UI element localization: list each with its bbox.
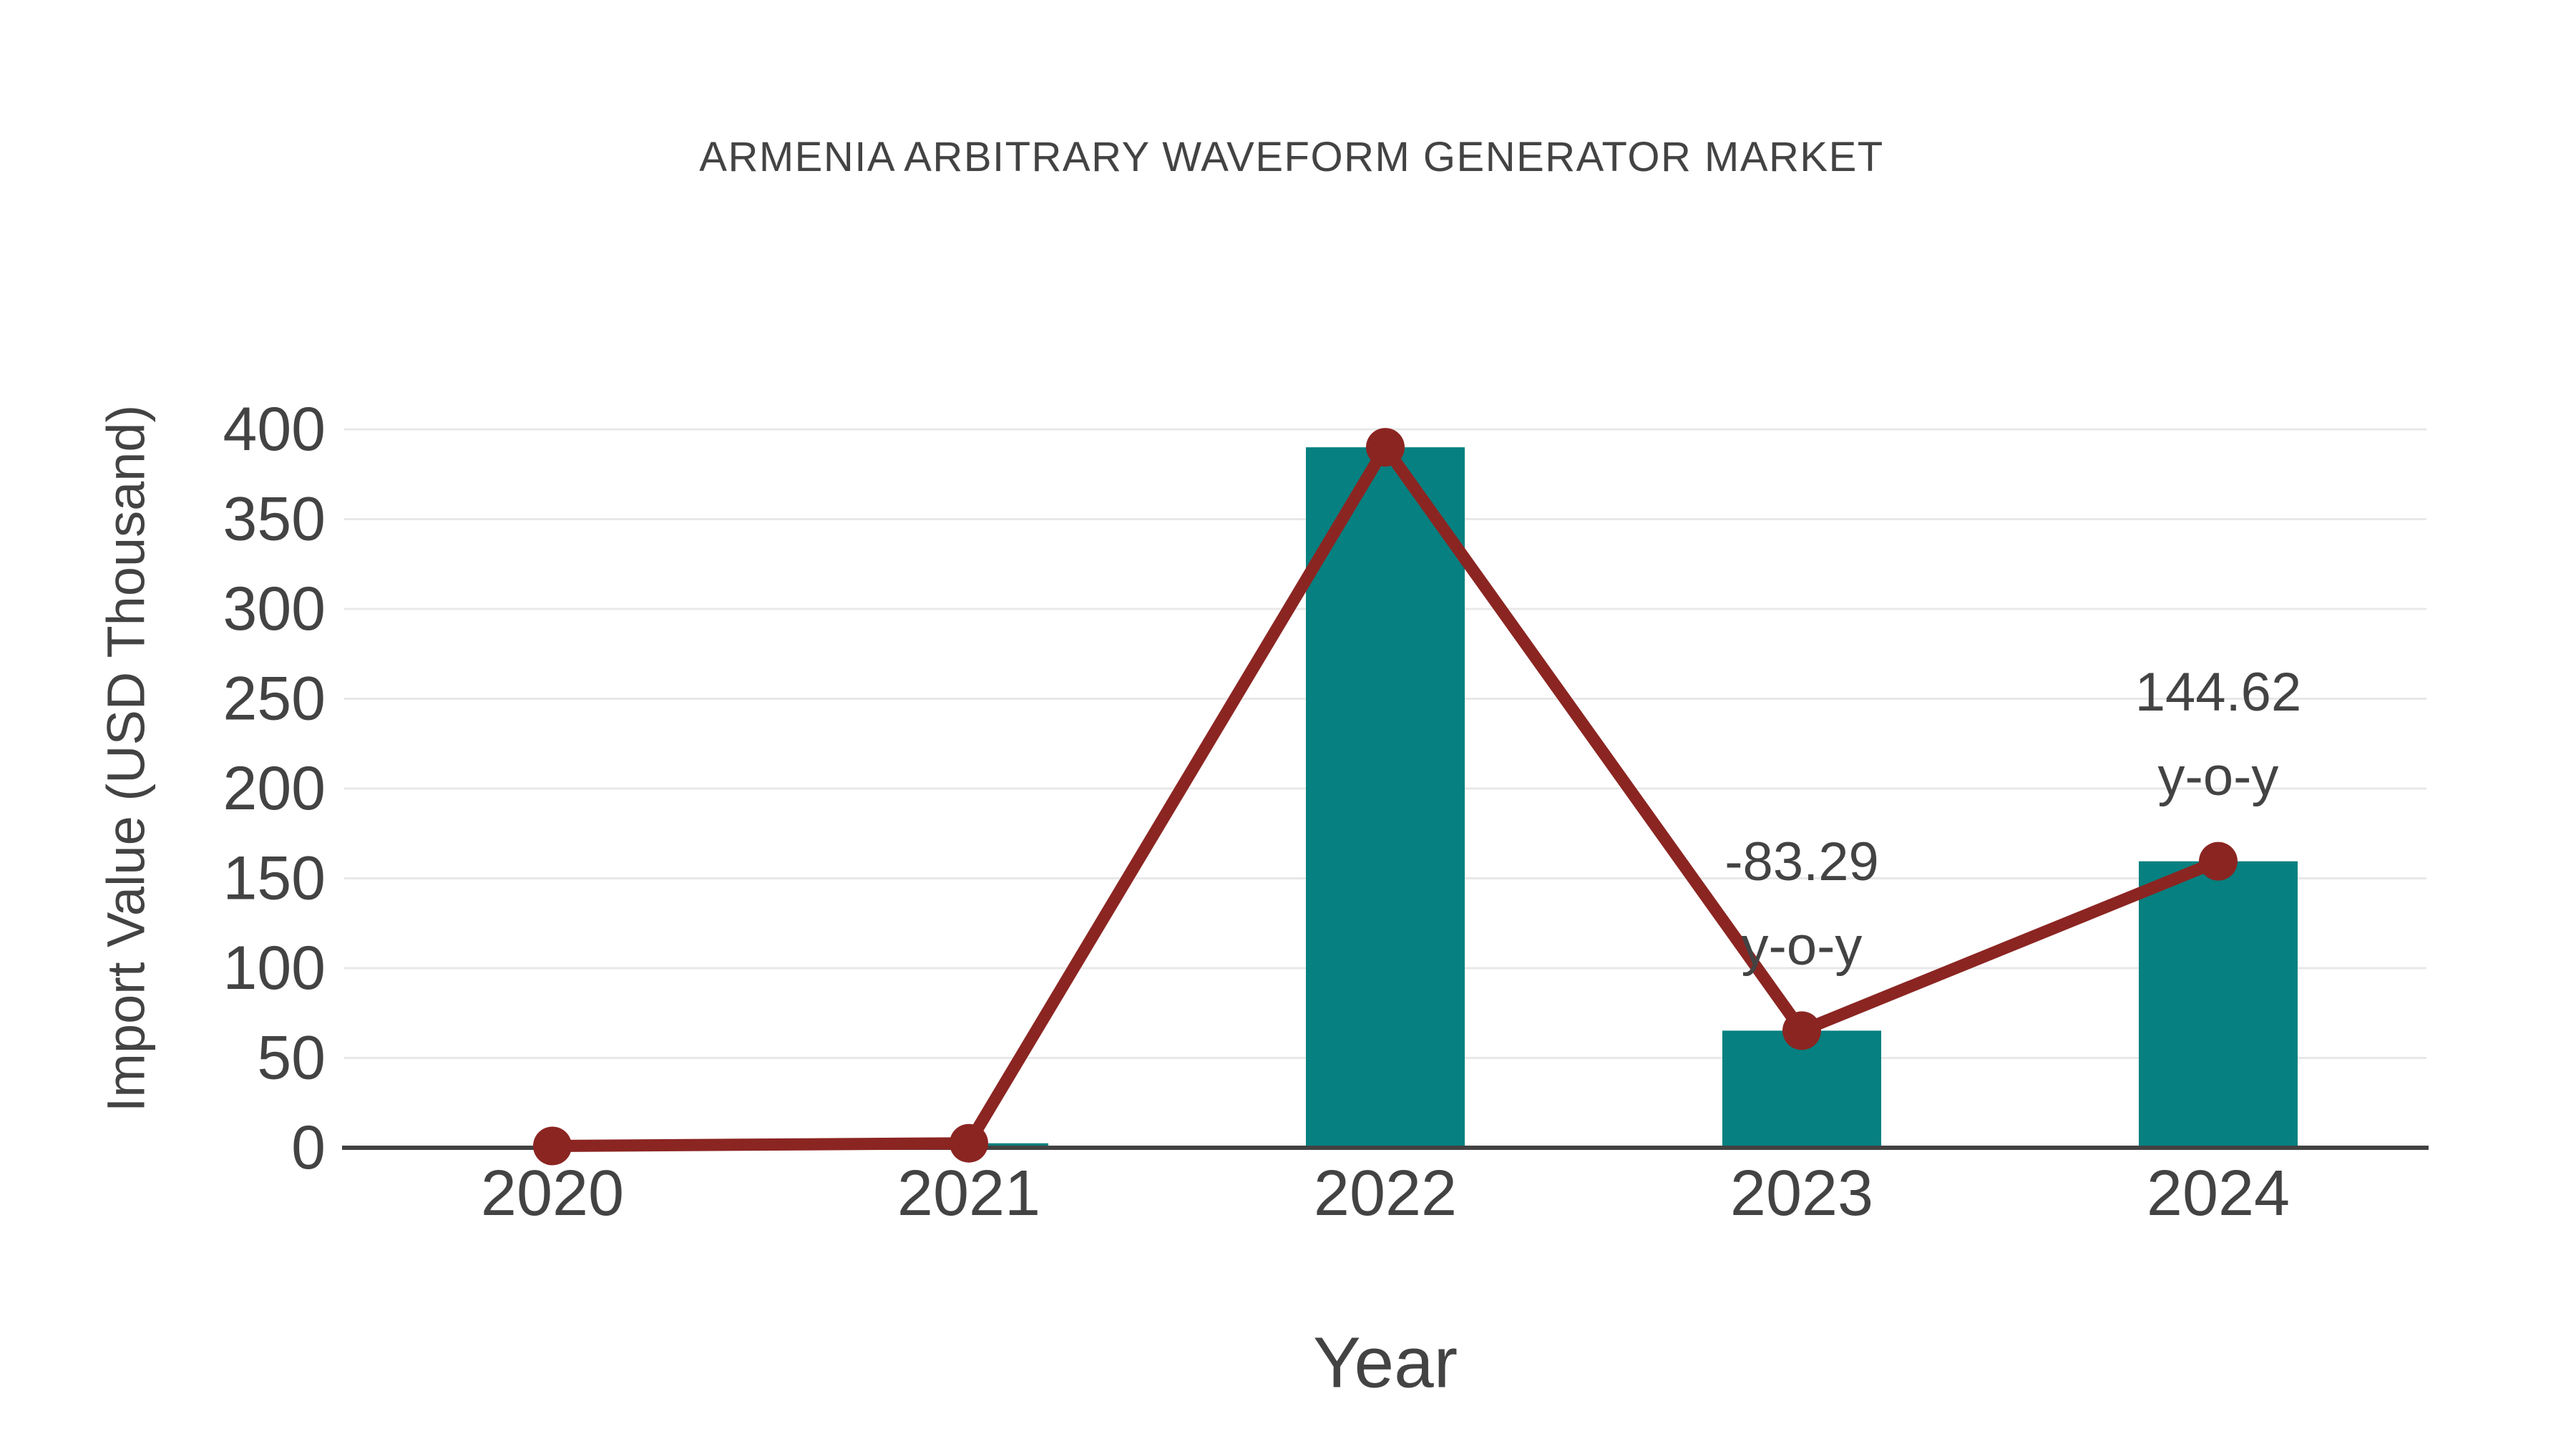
x-tick-label-2024: 2024	[2147, 1158, 2290, 1229]
y-tick-label-50: 50	[257, 1024, 326, 1093]
bar-2023	[1722, 1030, 1881, 1148]
y-tick-label-200: 200	[223, 754, 326, 823]
y-tick-label-100: 100	[223, 934, 326, 1002]
bar-2022	[1306, 447, 1465, 1148]
line-point-2021	[950, 1123, 988, 1163]
y-tick-label-150: 150	[223, 844, 326, 913]
annotation-2024-line2: y-o-y	[2158, 746, 2279, 807]
line-point-2024	[2199, 841, 2238, 881]
chart-title: ARMENIA ARBITRARY WAVEFORM GENERATOR MAR…	[699, 134, 1884, 180]
y-tick-label-0: 0	[291, 1113, 326, 1182]
line-point-2022	[1366, 428, 1405, 467]
x-axis-title: Year	[1312, 1322, 1458, 1403]
x-tick-label-2021: 2021	[897, 1158, 1040, 1229]
y-tick-label-250: 250	[223, 665, 326, 733]
bar-2024	[2139, 861, 2298, 1148]
y-tick-label-400: 400	[223, 395, 326, 464]
annotation-2023-line1: -83.29	[1724, 831, 1879, 892]
y-tick-label-300: 300	[223, 575, 326, 643]
x-tick-label-2023: 2023	[1730, 1158, 1873, 1229]
x-tick-label-2022: 2022	[1314, 1158, 1457, 1229]
line-point-2020	[533, 1126, 572, 1166]
annotation-2023-line2: y-o-y	[1742, 916, 1863, 977]
annotation-2024-line1: 144.62	[2135, 662, 2301, 723]
y-tick-label-350: 350	[223, 485, 326, 554]
x-tick-label-2020: 2020	[481, 1158, 624, 1229]
line-point-2023	[1782, 1011, 1821, 1050]
